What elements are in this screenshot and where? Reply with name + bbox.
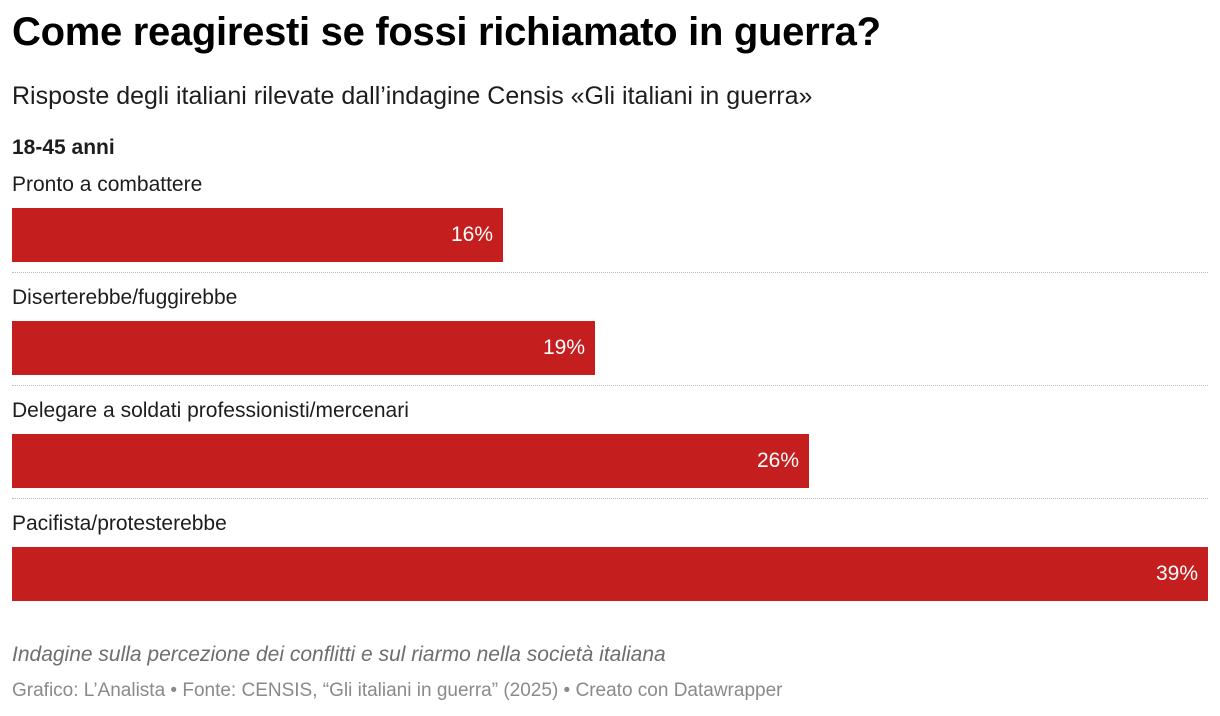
- bar: 16%: [12, 208, 503, 262]
- row-separator: [12, 498, 1208, 499]
- category-label: Diserterebbe/fuggirebbe: [12, 286, 238, 309]
- bar: 39%: [12, 547, 1208, 601]
- category-label: Pacifista/protesterebbe: [12, 512, 227, 535]
- bar-value-label: 39%: [1155, 562, 1198, 585]
- group-label: 18-45 anni: [12, 136, 115, 159]
- bar: 26%: [12, 434, 809, 488]
- bar: 19%: [12, 321, 595, 375]
- category-label: Pronto a combattere: [12, 173, 203, 196]
- chart-note: Indagine sulla percezione dei conflitti …: [12, 643, 666, 666]
- bar-value-label: 19%: [542, 336, 585, 359]
- chart-subtitle: Risposte degli italiani rilevate dall’in…: [12, 82, 813, 110]
- chart-title: Come reagiresti se fossi richiamato in g…: [12, 10, 881, 54]
- bar-value-label: 16%: [450, 223, 493, 246]
- bar-value-label: 26%: [756, 449, 799, 472]
- category-label: Delegare a soldati professionisti/mercen…: [12, 399, 409, 422]
- chart-footer: Grafico: L’Analista • Fonte: CENSIS, “Gl…: [12, 680, 783, 701]
- row-separator: [12, 272, 1208, 273]
- row-separator: [12, 385, 1208, 386]
